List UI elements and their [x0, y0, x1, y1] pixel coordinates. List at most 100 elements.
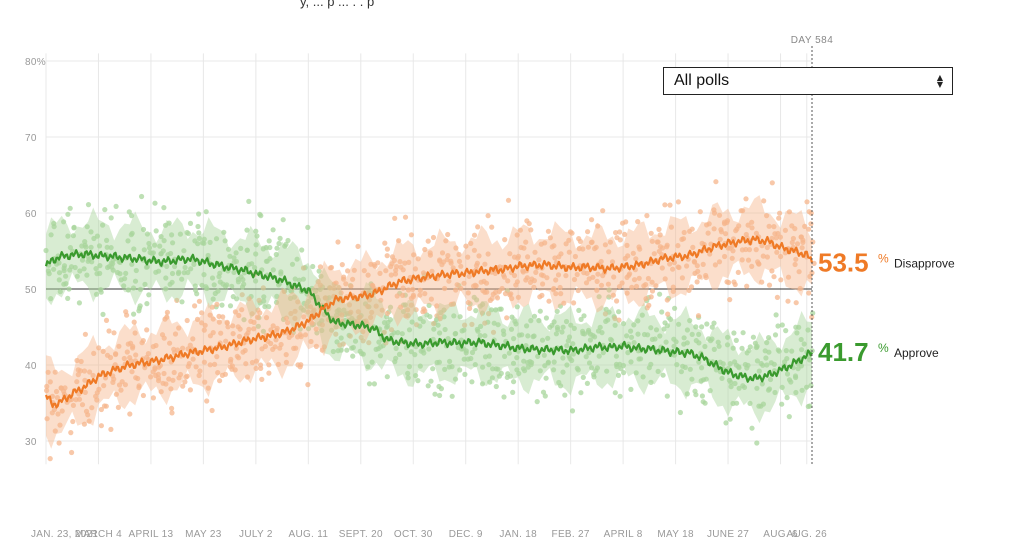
poll-dot — [259, 376, 265, 382]
poll-dot — [535, 353, 541, 359]
poll-dot — [392, 215, 398, 221]
poll-dot — [663, 339, 669, 345]
poll-dot — [67, 205, 73, 211]
poll-dot — [220, 314, 226, 320]
poll-dot — [96, 243, 103, 249]
poll-dot — [474, 297, 480, 303]
poll-dot — [461, 356, 467, 362]
poll-dot — [310, 263, 316, 270]
x-tick-label: MAY 23 — [185, 529, 222, 540]
poll-dot — [384, 374, 390, 380]
poll-dot — [430, 234, 437, 241]
poll-dot — [539, 292, 545, 298]
poll-dot — [131, 311, 137, 317]
poll-dot — [126, 209, 132, 215]
poll-dot — [596, 353, 602, 359]
poll-dot — [617, 237, 623, 243]
poll-dot — [161, 238, 167, 244]
poll-dot — [285, 237, 291, 244]
x-tick-label: AUG. 11 — [288, 529, 328, 540]
poll-dot — [493, 383, 499, 390]
poll-dot — [543, 315, 550, 321]
poll-dot — [294, 256, 300, 262]
poll-dot — [537, 368, 543, 374]
poll-dot — [502, 353, 508, 359]
poll-dot — [502, 237, 508, 243]
poll-dot — [70, 248, 76, 254]
poll-dot — [747, 344, 753, 350]
poll-dot — [376, 339, 382, 345]
poll-dot — [522, 368, 528, 374]
poll-dot — [122, 276, 128, 282]
poll-dot — [697, 209, 703, 215]
poll-dot — [576, 307, 582, 313]
y-tick-label: 30 — [25, 437, 37, 448]
poll-dot — [564, 362, 570, 368]
poll-dot — [108, 426, 114, 432]
poll-dot — [776, 215, 782, 221]
poll-dot — [774, 294, 781, 300]
poll-dot — [292, 276, 298, 282]
poll-dot — [415, 378, 421, 384]
poll-dot — [204, 285, 210, 292]
poll-dot — [93, 291, 100, 297]
poll-dot — [628, 359, 634, 365]
poll-dot — [806, 290, 812, 296]
poll-dot — [640, 374, 646, 380]
poll-dot — [209, 407, 215, 414]
poll-dot — [428, 378, 434, 384]
poll-dot — [100, 222, 106, 228]
poll-dot — [665, 311, 671, 317]
poll-dot — [125, 287, 131, 293]
poll-dot — [249, 261, 255, 267]
updown-arrows-icon: ▲ ▼ — [936, 73, 944, 89]
poll-dot — [192, 283, 198, 289]
poll-filter-select[interactable]: All polls ▲ ▼ — [663, 67, 953, 95]
poll-dot — [241, 281, 247, 287]
poll-dot — [786, 414, 792, 420]
poll-dot — [507, 373, 513, 379]
poll-dot — [405, 370, 411, 376]
poll-dot — [254, 233, 260, 239]
poll-dot — [493, 307, 499, 313]
poll-dot — [501, 394, 507, 400]
poll-dot — [137, 303, 143, 309]
poll-dot — [326, 295, 332, 301]
poll-dot — [604, 368, 610, 374]
poll-dot — [289, 261, 296, 267]
poll-dot — [283, 241, 289, 247]
poll-dot — [267, 244, 273, 251]
poll-dot — [375, 260, 381, 266]
poll-dot — [555, 326, 561, 333]
poll-dot — [587, 337, 594, 343]
poll-dot — [539, 337, 546, 343]
poll-dot — [270, 267, 276, 273]
poll-dot — [447, 358, 453, 364]
poll-dot — [491, 320, 497, 326]
poll-dot — [63, 281, 69, 287]
poll-dot — [616, 309, 622, 315]
poll-dot — [260, 328, 266, 334]
poll-dot — [570, 351, 577, 357]
poll-dot — [79, 257, 86, 263]
poll-dot — [70, 418, 76, 425]
poll-dot — [628, 386, 634, 392]
poll-dot — [136, 308, 142, 314]
poll-dot — [664, 393, 670, 399]
poll-dot — [664, 297, 670, 303]
poll-dot — [437, 330, 443, 336]
poll-dot — [479, 381, 486, 387]
poll-dot — [566, 353, 572, 359]
poll-dot — [672, 305, 678, 311]
x-tick-label: FEB. 27 — [552, 529, 590, 540]
poll-dot — [56, 440, 62, 446]
poll-dot — [612, 322, 618, 328]
poll-dot — [431, 326, 437, 332]
poll-dot — [769, 180, 775, 186]
poll-dot — [84, 272, 90, 278]
poll-dot — [584, 380, 591, 386]
poll-dot — [127, 411, 133, 417]
poll-dot — [169, 270, 176, 277]
poll-dot — [56, 277, 62, 283]
poll-dot — [233, 258, 239, 265]
